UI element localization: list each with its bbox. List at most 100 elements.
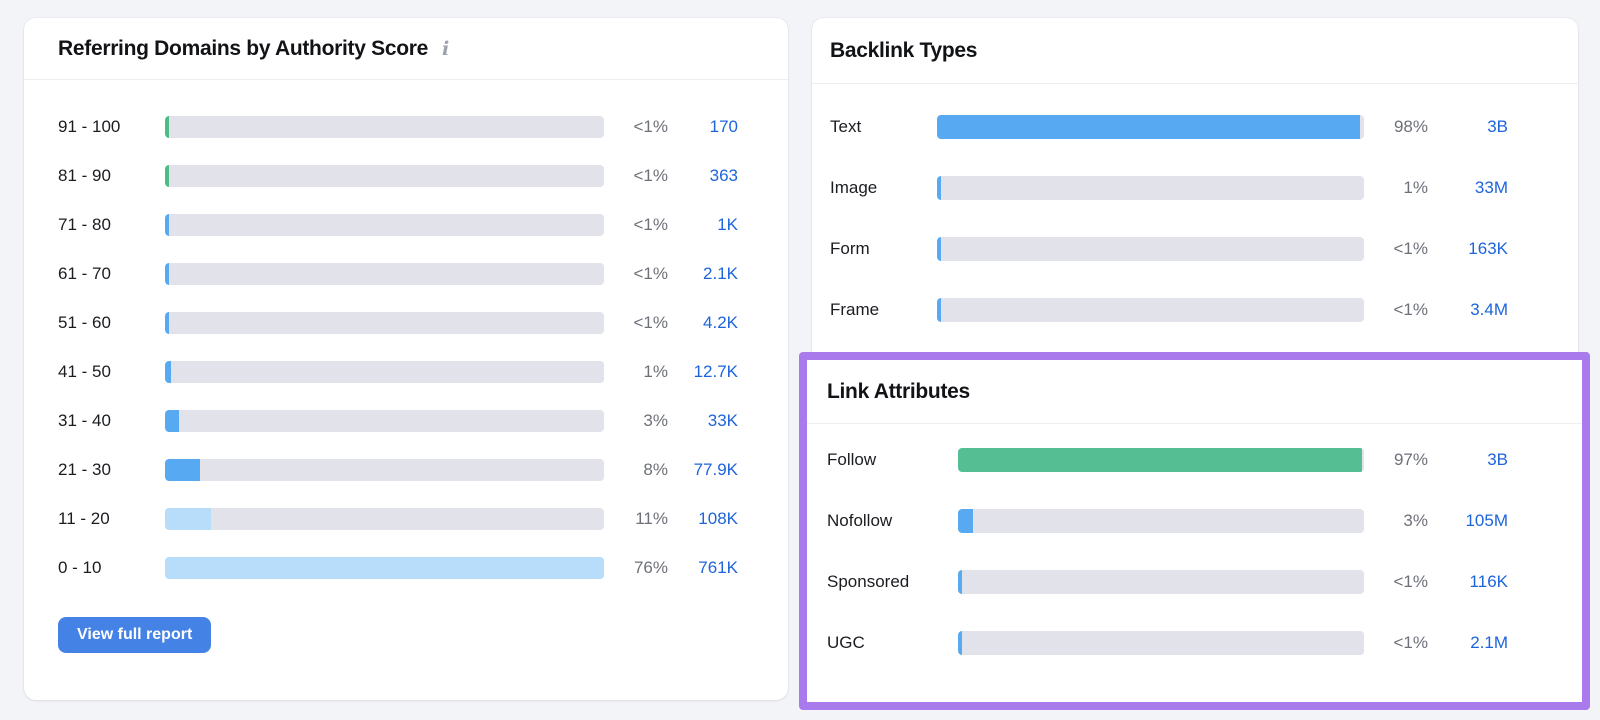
row-label: 21 - 30 [58, 459, 111, 479]
row-value-link[interactable]: 3B [1487, 116, 1508, 136]
row-percent: <1% [633, 165, 669, 185]
authority-score-row: 51 - 60 <1% 4.2K [58, 298, 738, 347]
bar-track [958, 630, 1364, 655]
row-value-link[interactable]: 3B [1487, 449, 1508, 469]
row-label: Sponsored [827, 571, 910, 591]
backlink-type-row: Form <1% 163K [830, 218, 1508, 279]
link-attributes-highlight: Link Attributes Follow 97% 3B Nofollow 3… [799, 352, 1590, 710]
bar-fill [165, 458, 201, 481]
bar-track [165, 262, 604, 285]
row-value-link[interactable]: 163K [1468, 238, 1508, 258]
row-value-link[interactable]: 170 [709, 116, 738, 136]
backlink-types-card: Backlink Types Text 98% 3B Image 1% 33M … [812, 18, 1578, 352]
row-percent: <1% [633, 116, 669, 136]
bar-track [165, 115, 604, 138]
authority-score-row: 41 - 50 1% 12.7K [58, 347, 738, 396]
row-label: 71 - 80 [58, 214, 111, 234]
backlink-type-row: Text 98% 3B [830, 96, 1508, 157]
bar-track [165, 556, 604, 579]
row-value-link[interactable]: 108K [698, 508, 738, 528]
bar-track [165, 311, 604, 334]
bar-fill [165, 164, 169, 187]
info-icon[interactable]: i [442, 37, 450, 60]
view-full-report-button[interactable]: View full report [58, 617, 212, 653]
bar-fill [165, 360, 172, 383]
authority-score-rows: 91 - 100 <1% 170 81 - 90 <1% 363 71 - 80… [24, 80, 788, 592]
link-attributes-rows: Follow 97% 3B Nofollow 3% 105M Sponsored… [807, 424, 1582, 673]
bar-track [165, 360, 604, 383]
row-label: 0 - 10 [58, 557, 102, 577]
backlink-types-rows: Text 98% 3B Image 1% 33M Form <1% 163K F… [812, 84, 1578, 340]
row-value-link[interactable]: 4.2K [703, 312, 738, 332]
link-attributes-title: Link Attributes [827, 379, 970, 403]
row-percent: 11% [635, 508, 668, 528]
row-percent: 97% [1393, 449, 1428, 469]
row-percent: <1% [1393, 571, 1429, 591]
row-label: 11 - 20 [58, 508, 110, 528]
backlink-types-title: Backlink Types [830, 38, 978, 62]
bar-track [937, 114, 1364, 139]
bar-track [958, 447, 1364, 472]
row-label: Text [830, 116, 862, 136]
bar-fill [937, 297, 941, 322]
authority-score-row: 0 - 10 76% 761K [58, 543, 738, 592]
row-percent: 98% [1393, 116, 1428, 136]
row-percent: 76% [633, 557, 668, 577]
row-percent: 1% [643, 361, 668, 381]
row-percent: <1% [1393, 299, 1429, 319]
row-percent: 1% [1403, 177, 1428, 197]
backlink-type-row: Frame <1% 3.4M [830, 279, 1508, 340]
row-label: 41 - 50 [58, 361, 111, 381]
row-percent: <1% [633, 214, 669, 234]
row-value-link[interactable]: 12.7K [693, 361, 738, 381]
row-percent: <1% [633, 312, 669, 332]
bar-fill [165, 409, 180, 432]
row-value-link[interactable]: 1K [717, 214, 738, 234]
row-label: Image [830, 177, 878, 197]
bar-track [165, 507, 604, 530]
row-value-link[interactable]: 105M [1465, 510, 1508, 530]
bar-fill [937, 114, 1360, 139]
referring-domains-header: Referring Domains by Authority Score i [24, 18, 788, 80]
bar-fill [165, 213, 169, 236]
bar-fill [958, 569, 962, 594]
bar-track [165, 213, 604, 236]
row-value-link[interactable]: 33M [1474, 177, 1508, 197]
row-value-link[interactable]: 33K [707, 410, 738, 430]
row-percent: 3% [643, 410, 668, 430]
row-value-link[interactable]: 2.1K [703, 263, 738, 283]
row-percent: <1% [1393, 238, 1429, 258]
row-label: 51 - 60 [58, 312, 111, 332]
authority-score-row: 31 - 40 3% 33K [58, 396, 738, 445]
row-value-link[interactable]: 116K [1469, 571, 1508, 591]
row-value-link[interactable]: 761K [698, 557, 738, 577]
bar-track [937, 175, 1364, 200]
row-label: 31 - 40 [58, 410, 111, 430]
referring-domains-title: Referring Domains by Authority Score [58, 36, 428, 60]
link-attributes-card: Link Attributes Follow 97% 3B Nofollow 3… [807, 360, 1582, 702]
bar-fill [165, 115, 169, 138]
row-label: Nofollow [827, 510, 893, 530]
bar-fill [165, 556, 604, 579]
bar-track [165, 458, 604, 481]
bar-track [937, 236, 1364, 261]
row-percent: <1% [1393, 632, 1429, 652]
row-label: 81 - 90 [58, 165, 111, 185]
row-percent: <1% [633, 263, 669, 283]
bar-fill [165, 311, 169, 334]
bar-fill [165, 262, 169, 285]
row-value-link[interactable]: 77.9K [693, 459, 738, 479]
row-label: UGC [827, 632, 865, 652]
row-value-link[interactable]: 2.1M [1470, 632, 1508, 652]
bar-track [165, 164, 604, 187]
bar-track [958, 569, 1364, 594]
referring-domains-card: Referring Domains by Authority Score i 9… [24, 18, 788, 700]
row-value-link[interactable]: 363 [709, 165, 738, 185]
row-label: Follow [827, 449, 877, 469]
row-value-link[interactable]: 3.4M [1470, 299, 1508, 319]
bar-fill [937, 236, 941, 261]
bar-fill [958, 447, 1362, 472]
link-attribute-row: UGC <1% 2.1M [827, 612, 1508, 673]
backlink-types-header: Backlink Types [812, 18, 1578, 84]
bar-track [958, 508, 1364, 533]
